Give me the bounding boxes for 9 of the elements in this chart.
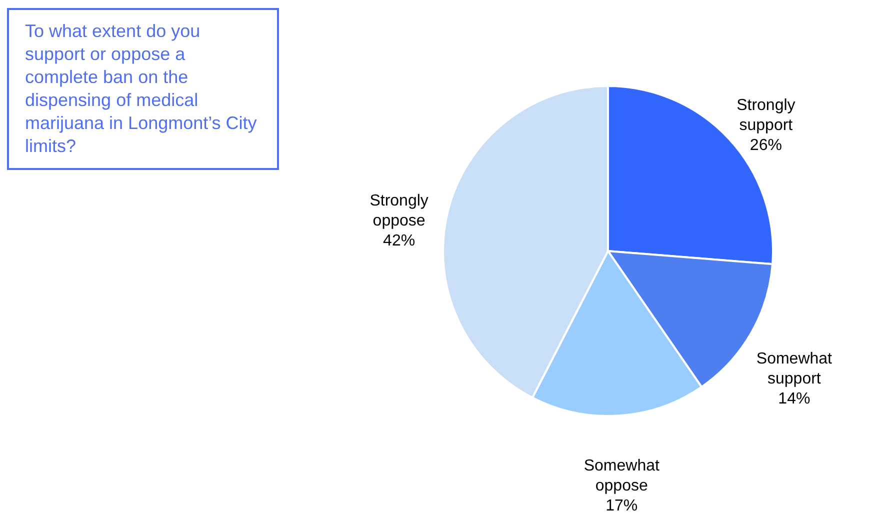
text: To what extent do you support or oppose a complete ban on the dispensing of medical marijuana in Longmont’s City limits? bbox=[7, 8, 279, 170]
data-label: 42% bbox=[383, 232, 416, 250]
data-label: 14% bbox=[778, 390, 810, 408]
slice-label: Somewhat support bbox=[756, 350, 833, 388]
slice-label: Strongly support bbox=[736, 97, 796, 134]
data-label: 17% bbox=[606, 498, 638, 515]
slice-label: Somewhat oppose bbox=[584, 458, 660, 495]
data-label: 26% bbox=[750, 137, 782, 154]
slice-label: Strongly oppose bbox=[370, 192, 428, 230]
